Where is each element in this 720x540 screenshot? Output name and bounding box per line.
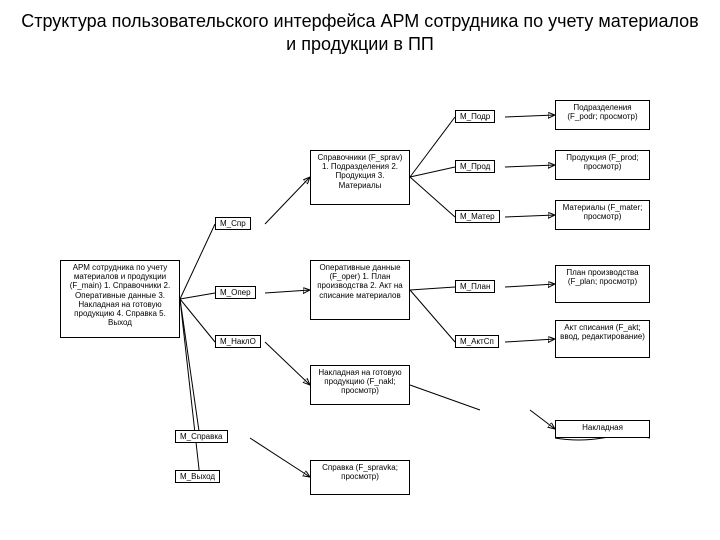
node-oper: Оперативные данные (F_oper) 1. План прои…	[310, 260, 410, 320]
node-root: АРМ сотрудника по учету материалов и про…	[60, 260, 180, 338]
edge-label-m-vyhod: М_Выход	[175, 470, 220, 483]
edge-label-m-podr: М_Подр	[455, 110, 495, 123]
node-prod: Продукция (F_prod; просмотр)	[555, 150, 650, 180]
node-sprav: Справочники (F_sprav) 1. Подразделения 2…	[310, 150, 410, 205]
edge-label-m-aktsp: М_АктСп	[455, 335, 499, 348]
page-title: Структура пользовательского интерфейса А…	[0, 0, 720, 57]
edge-label-m-plan: М_План	[455, 280, 495, 293]
edge-label-m-prod: М_Прод	[455, 160, 495, 173]
edge-label-m-spr: М_Спр	[215, 217, 251, 230]
node-akt: Акт списания (F_akt; ввод, редактировани…	[555, 320, 650, 358]
edge-label-m-oper: М_Опер	[215, 286, 256, 299]
node-podr: Подразделения (F_podr; просмотр)	[555, 100, 650, 130]
node-spravka: Справка (F_spravka; просмотр)	[310, 460, 410, 495]
edge-label-m-spravka: М_Справка	[175, 430, 228, 443]
node-nakladn: Накладная	[555, 420, 650, 438]
edge-label-m-mater: М_Матер	[455, 210, 500, 223]
node-mater: Материалы (F_mater; просмотр)	[555, 200, 650, 230]
diagram-canvas: АРМ сотрудника по учету материалов и про…	[0, 60, 720, 540]
node-nakl: Накладная на готовую продукцию (F_nakl; …	[310, 365, 410, 405]
edge-label-m-naklo: М_НаклО	[215, 335, 261, 348]
node-plan: План производства (F_plan; просмотр)	[555, 265, 650, 303]
